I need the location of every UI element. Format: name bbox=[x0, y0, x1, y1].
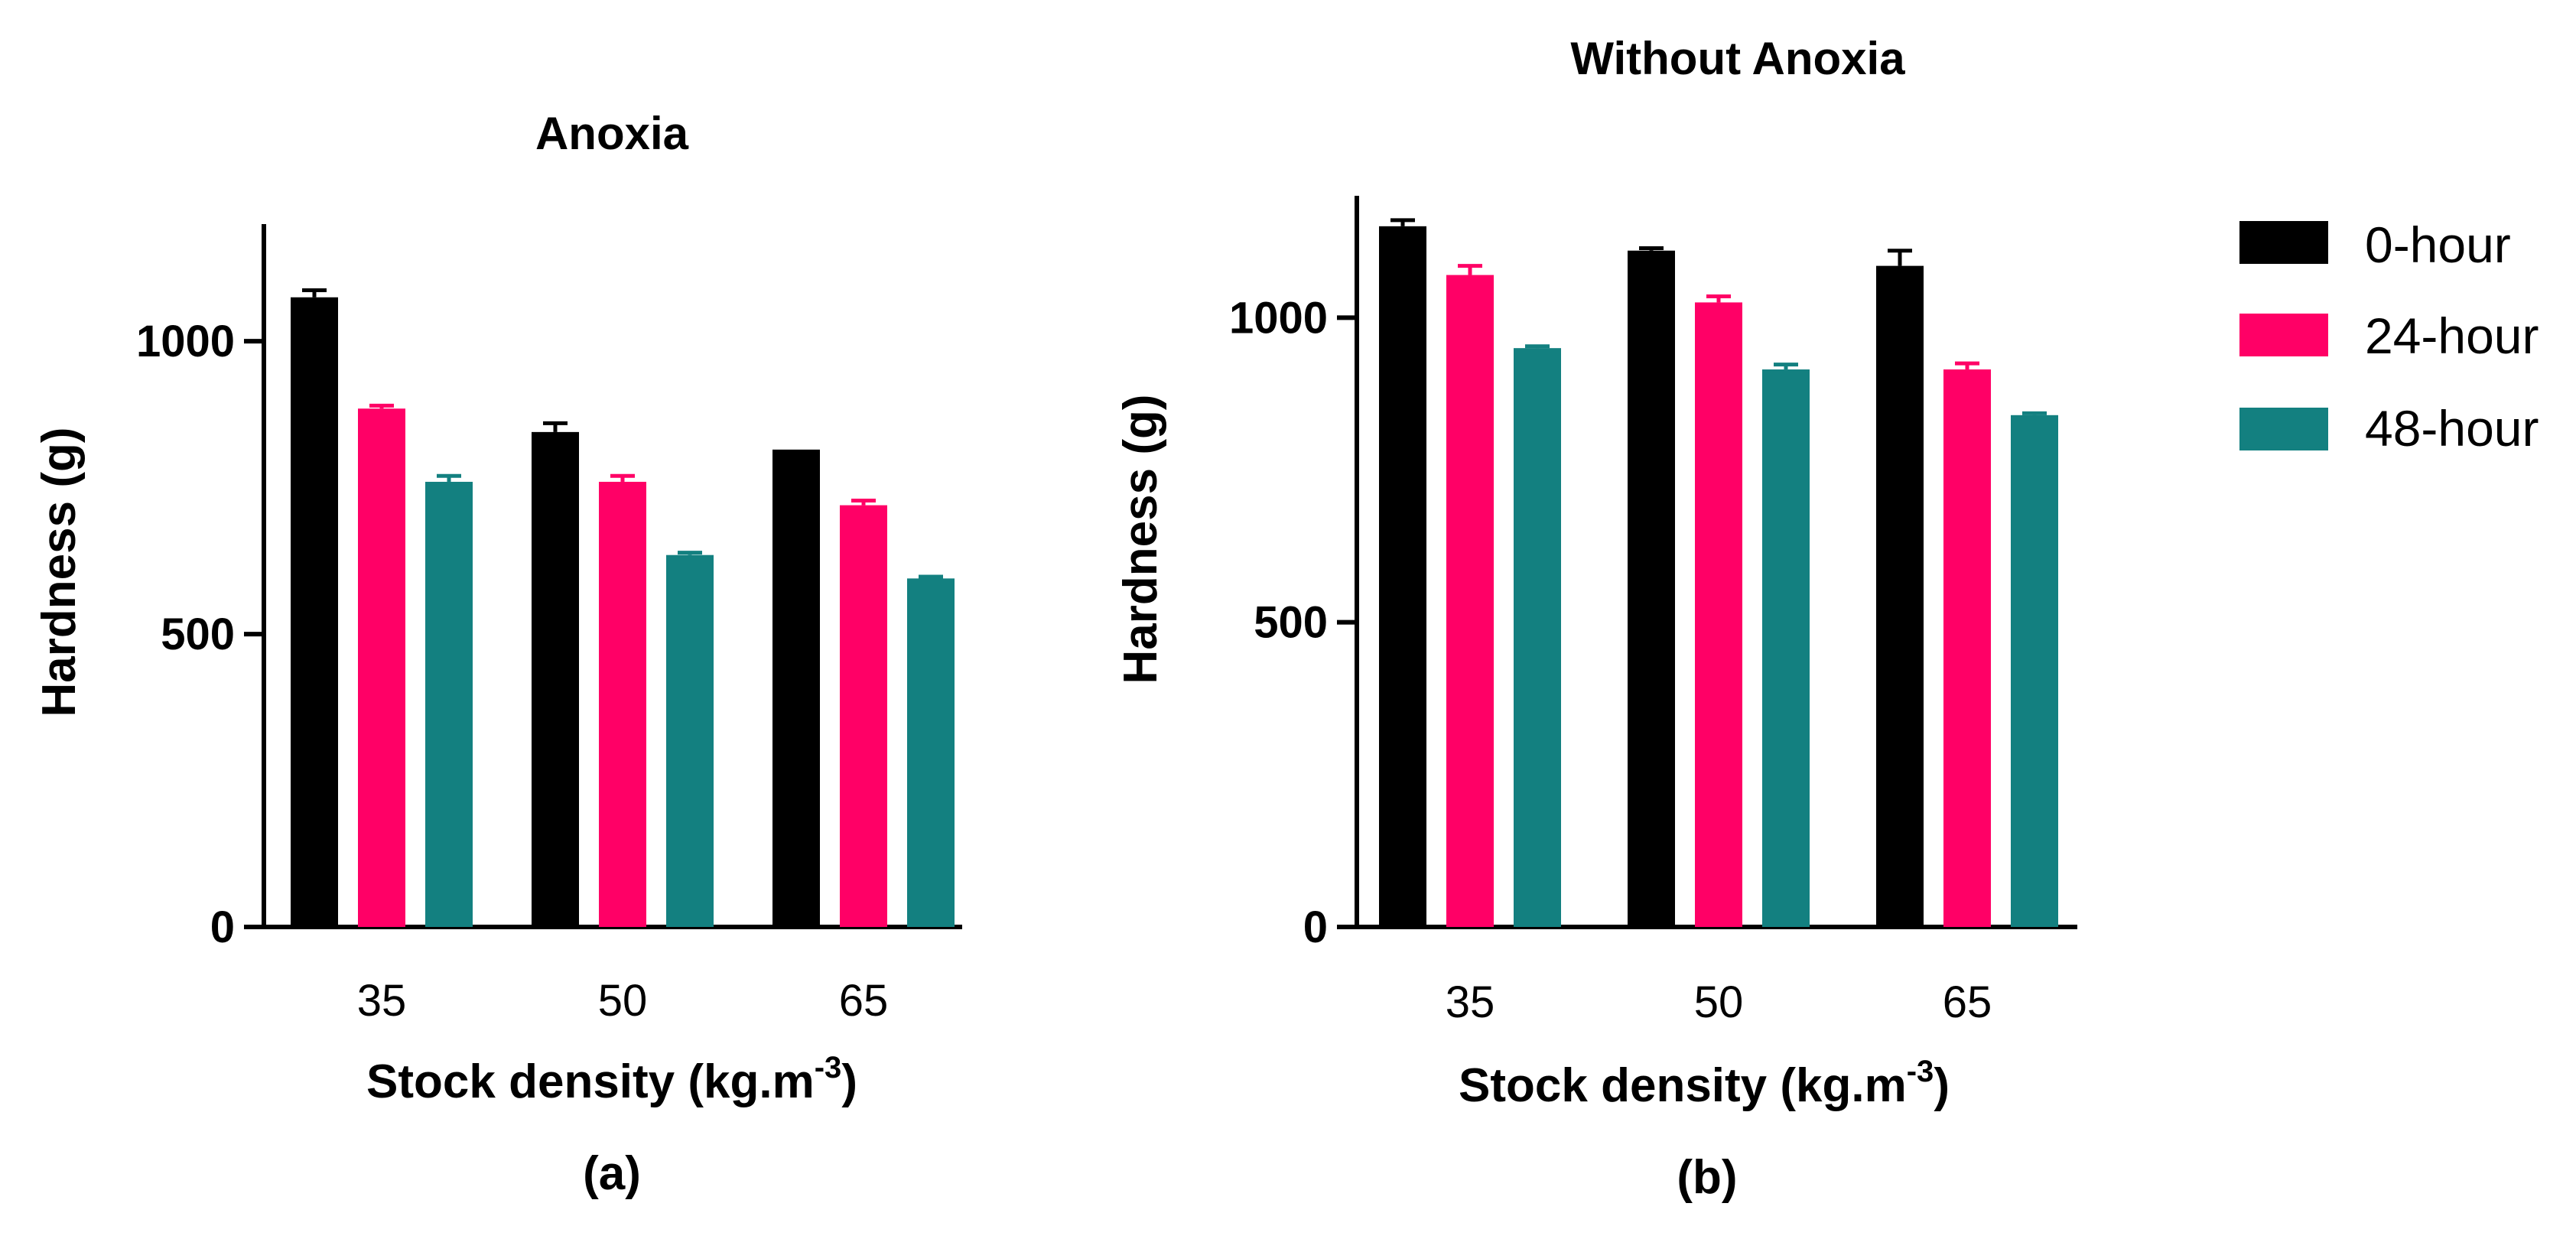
x-tick-label: 35 bbox=[357, 976, 407, 1026]
panel-label: (a) bbox=[583, 1147, 641, 1200]
x-axis-label: Stock density (kg.m-3) bbox=[366, 1051, 857, 1108]
x-tick-label: 65 bbox=[839, 976, 889, 1026]
bar bbox=[840, 505, 887, 927]
bar bbox=[1762, 369, 1810, 927]
bar bbox=[1514, 348, 1561, 928]
legend-item: 48-hour bbox=[2239, 400, 2539, 457]
bar bbox=[1876, 265, 1924, 927]
x-tick-label: 50 bbox=[1694, 977, 1744, 1027]
legend-swatch bbox=[2239, 408, 2328, 450]
bar bbox=[1379, 226, 1426, 927]
chart-panel-anoxia: Anoxia Hardness (g) Stock density (kg.m-… bbox=[33, 108, 962, 1200]
legend-item: 0-hour bbox=[2239, 216, 2511, 273]
legend: 0-hour 24-hour 48-hour bbox=[2239, 216, 2539, 457]
bar bbox=[1943, 369, 1991, 927]
plot-area: 0 500 1000 35 50 65 bbox=[136, 224, 962, 1026]
bar bbox=[772, 449, 820, 927]
chart-panel-without-anoxia: Without Anoxia Hardness (g) Stock densit… bbox=[1114, 33, 2077, 1204]
bar bbox=[358, 408, 405, 927]
bar bbox=[425, 481, 473, 927]
y-tick-label: 500 bbox=[161, 610, 235, 659]
y-tick-label: 500 bbox=[1254, 598, 1328, 648]
panel-label: (b) bbox=[1677, 1151, 1737, 1204]
y-tick-label: 1000 bbox=[136, 317, 235, 366]
y-tick-label: 0 bbox=[210, 902, 235, 952]
y-axis-label: Hardness (g) bbox=[1114, 395, 1167, 685]
bar bbox=[2011, 415, 2058, 927]
bar bbox=[1446, 275, 1494, 928]
legend-label: 0-hour bbox=[2365, 216, 2511, 273]
y-axis-label: Hardness (g) bbox=[33, 428, 86, 717]
y-tick-label: 1000 bbox=[1229, 293, 1328, 343]
legend-swatch bbox=[2239, 314, 2328, 356]
chart-title: Without Anoxia bbox=[1570, 33, 1905, 84]
bar bbox=[666, 554, 714, 927]
legend-item: 24-hour bbox=[2239, 307, 2539, 364]
x-tick-label: 65 bbox=[1943, 977, 1992, 1027]
chart-title: Anoxia bbox=[535, 108, 689, 159]
legend-swatch bbox=[2239, 221, 2328, 264]
bar bbox=[1628, 250, 1675, 927]
x-tick-label: 35 bbox=[1446, 977, 1495, 1027]
bar bbox=[1695, 302, 1742, 928]
bar bbox=[599, 481, 646, 927]
x-axis-label: Stock density (kg.m-3) bbox=[1459, 1055, 1950, 1112]
y-tick-label: 0 bbox=[1303, 902, 1328, 952]
x-tick-label: 50 bbox=[598, 976, 648, 1026]
legend-label: 24-hour bbox=[2365, 307, 2539, 364]
plot-area: 0 500 1000 35 50 65 bbox=[1229, 196, 2077, 1027]
bar bbox=[532, 431, 579, 927]
bar bbox=[907, 578, 955, 927]
bar bbox=[291, 297, 338, 928]
legend-label: 48-hour bbox=[2365, 400, 2539, 457]
